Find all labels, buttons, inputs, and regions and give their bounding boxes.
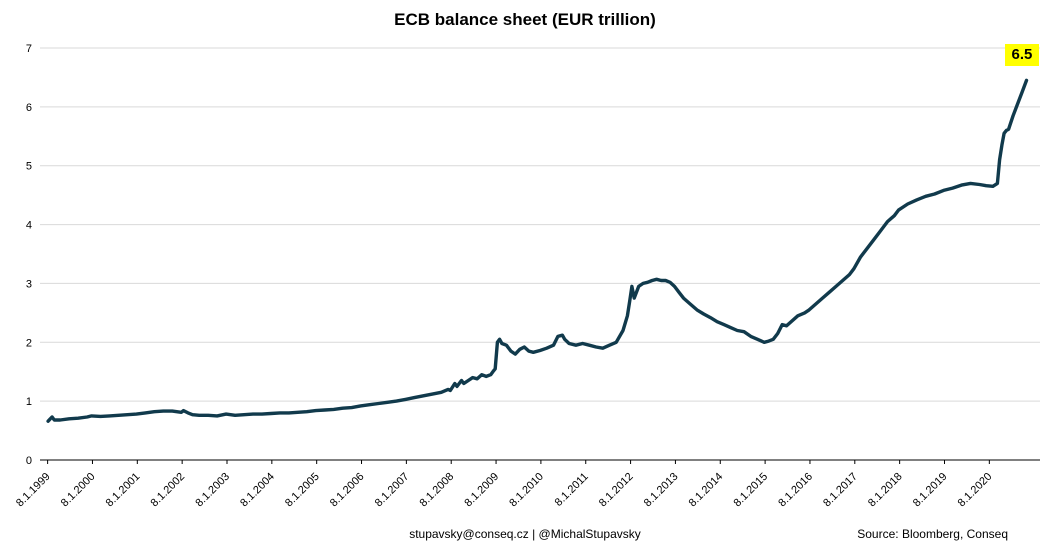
x-tick-label: 8.1.2020 <box>956 471 995 510</box>
x-tick-label: 8.1.2014 <box>687 471 726 510</box>
source-note: Source: Bloomberg, Conseq <box>857 527 1008 541</box>
y-tick-label: 3 <box>26 278 32 290</box>
x-tick-label: 8.1.2015 <box>731 471 770 510</box>
x-tick-label: 8.1.2009 <box>462 471 501 510</box>
y-tick-label: 7 <box>26 43 32 55</box>
x-tick-label: 8.1.2011 <box>553 471 591 509</box>
x-tick-label: 8.1.2010 <box>507 471 546 510</box>
y-tick-label: 1 <box>26 396 32 408</box>
x-tick-label: 8.1.2004 <box>238 471 277 510</box>
y-tick-label: 2 <box>26 337 32 349</box>
x-tick-label: 8.1.2019 <box>911 471 950 510</box>
x-tick-label: 8.1.2005 <box>283 471 322 510</box>
chart-title: ECB balance sheet (EUR trillion) <box>394 10 656 29</box>
x-tick-label: 8.1.2016 <box>776 471 815 510</box>
x-tick-label: 8.1.2001 <box>104 471 143 510</box>
x-tick-label: 8.1.2013 <box>642 471 681 510</box>
y-tick-label: 0 <box>26 455 32 467</box>
x-tick-label: 8.1.2002 <box>149 471 188 510</box>
x-tick-label: 8.1.2000 <box>59 471 98 510</box>
x-tick-label: 8.1.2007 <box>373 471 412 510</box>
x-tick-label: 8.1.2008 <box>418 471 457 510</box>
x-tick-label: 8.1.2012 <box>597 471 636 510</box>
x-tick-label: 8.1.2003 <box>193 471 232 510</box>
author-credit: stupavsky@conseq.cz | @MichalStupavsky <box>409 527 641 541</box>
y-tick-label: 4 <box>26 220 32 232</box>
x-tick-label: 8.1.2018 <box>866 471 905 510</box>
x-tick-label: 8.1.2006 <box>328 471 367 510</box>
y-tick-label: 6 <box>26 102 32 114</box>
series-line <box>46 78 1029 423</box>
x-tick-label: 8.1.1999 <box>14 471 53 510</box>
x-tick-label: 8.1.2017 <box>821 471 860 510</box>
y-tick-label: 5 <box>26 161 32 173</box>
end-value-label: 6.5 <box>1004 44 1040 67</box>
